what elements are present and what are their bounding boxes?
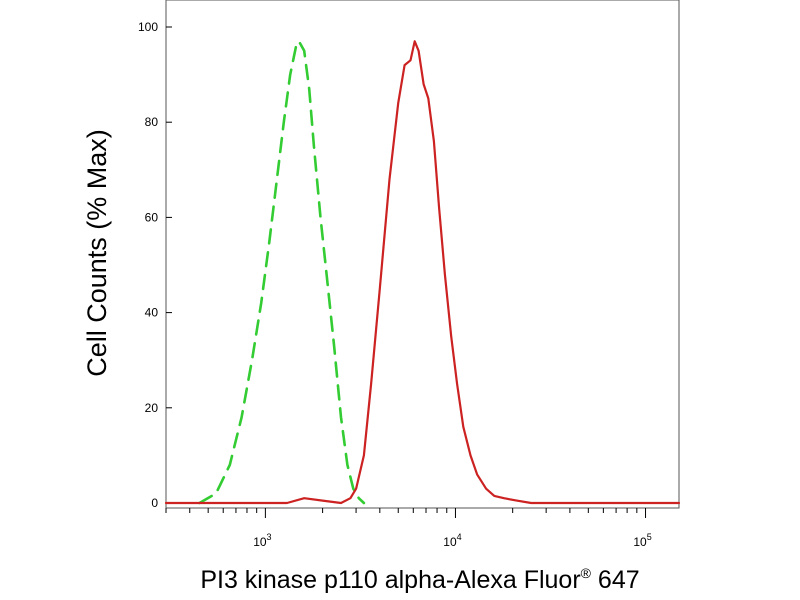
x-axis: 103 104 105 bbox=[165, 508, 652, 549]
y-tick-label: 60 bbox=[145, 210, 159, 224]
series-line-dashed-green bbox=[198, 39, 366, 505]
series-line-solid-red bbox=[164, 40, 681, 505]
y-tick-label: 0 bbox=[151, 496, 158, 510]
x-tick-label-base: 10 bbox=[633, 535, 647, 549]
x-tick-label: 103 bbox=[253, 532, 271, 549]
x-axis-label-suffix: 647 bbox=[591, 566, 640, 594]
series-layer bbox=[164, 39, 681, 505]
y-axis-label: Cell Counts (% Max) bbox=[82, 129, 112, 377]
x-tick-label-base: 10 bbox=[253, 535, 267, 549]
y-tick-label: 20 bbox=[145, 401, 159, 415]
x-tick-label: 104 bbox=[443, 532, 461, 549]
y-tick-label: 80 bbox=[145, 115, 159, 129]
y-tick-label: 100 bbox=[138, 20, 158, 34]
y-tick-label: 40 bbox=[145, 306, 159, 320]
x-axis-label-registered-mark: ® bbox=[581, 565, 592, 581]
x-axis-label: PI3 kinase p110 alpha-Alexa Fluor® 647 bbox=[200, 565, 639, 594]
plot-area-frame bbox=[165, 0, 680, 509]
x-tick-label: 105 bbox=[633, 532, 651, 549]
x-tick-label-base: 10 bbox=[443, 535, 457, 549]
x-tick-label-exponent: 4 bbox=[457, 532, 462, 542]
x-tick-label-exponent: 3 bbox=[267, 532, 272, 542]
y-axis: 0 20 40 60 80 100 bbox=[138, 20, 172, 510]
x-axis-label-main: PI3 kinase p110 alpha-Alexa Fluor bbox=[200, 566, 580, 594]
x-tick-label-exponent: 5 bbox=[647, 532, 652, 542]
